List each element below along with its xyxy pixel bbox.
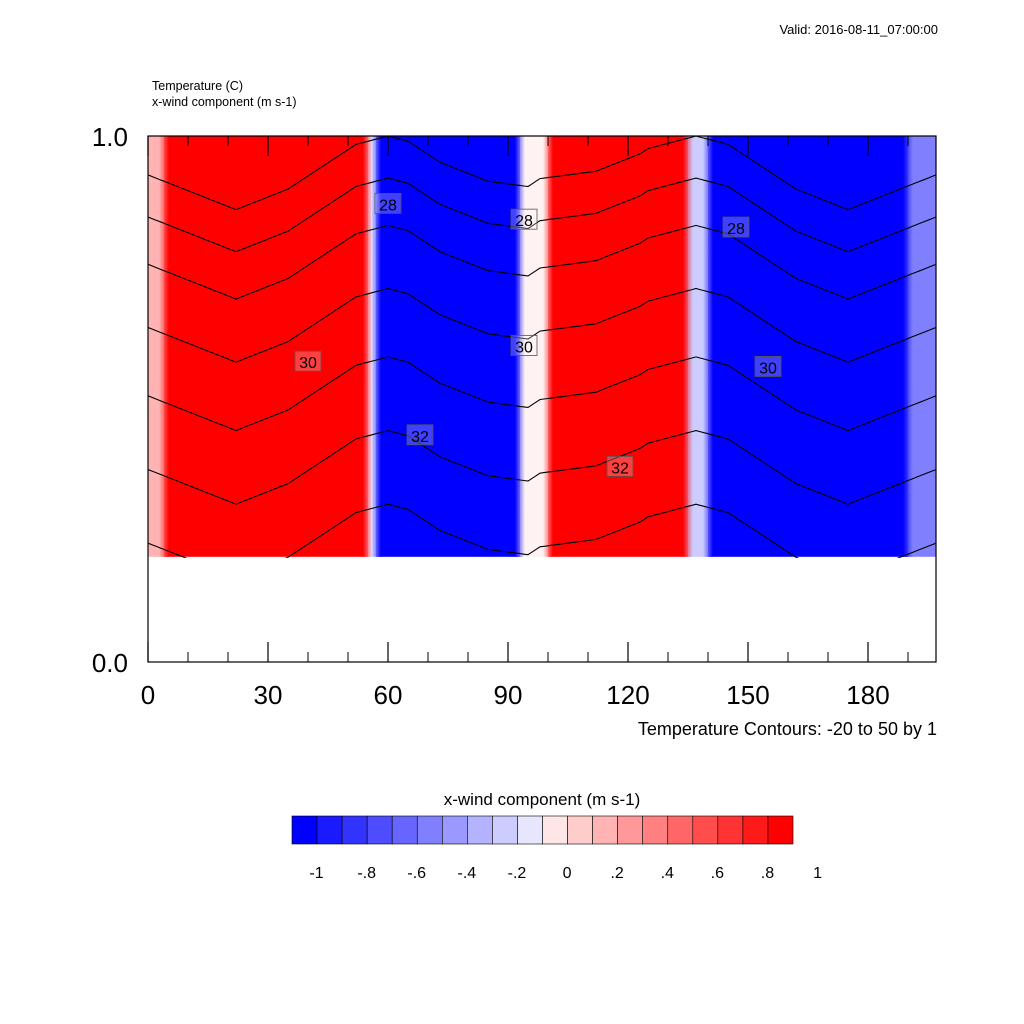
x-tick-label: 150 bbox=[726, 680, 769, 710]
contour-line-3 bbox=[148, 287, 936, 363]
x-tick-label: 0 bbox=[141, 680, 155, 710]
contour-line-4 bbox=[148, 356, 936, 432]
contour-line-7 bbox=[148, 578, 936, 652]
x-tick-label: 120 bbox=[606, 680, 649, 710]
colorbar-swatch bbox=[667, 815, 694, 845]
wind-band-3 bbox=[376, 136, 521, 557]
colorbar-label: .6 bbox=[711, 865, 724, 882]
colorbar-swatch bbox=[692, 815, 719, 845]
x-tick-label: 30 bbox=[254, 680, 283, 710]
x-tick-label: 90 bbox=[494, 680, 523, 710]
colorbar-label: .4 bbox=[661, 865, 674, 882]
contour-label-box bbox=[294, 350, 322, 372]
contour-info: Temperature Contours: -20 to 50 by 1 bbox=[637, 719, 937, 739]
colorbar-title: x-wind component (m s-1) bbox=[443, 790, 641, 809]
colorbar-label: .2 bbox=[610, 865, 623, 882]
colorbar-label: 0 bbox=[563, 865, 572, 882]
contour-line-5 bbox=[148, 430, 936, 505]
band-fringe-6 bbox=[703, 136, 713, 557]
colorbar-label: -.4 bbox=[458, 865, 477, 882]
colorbar-swatch bbox=[316, 815, 343, 845]
colorbar-swatch bbox=[592, 815, 618, 845]
contour-label: 30 bbox=[759, 360, 777, 377]
colorbar-swatch bbox=[542, 815, 568, 845]
axis-ticks: 0 30 60 90 120 150 180 0.0 1.0 bbox=[92, 122, 909, 710]
band-fringe-0 bbox=[159, 136, 169, 557]
contour-label-box bbox=[722, 216, 750, 238]
wind-shading bbox=[148, 136, 936, 557]
y-tick-label: 0.0 bbox=[92, 648, 128, 678]
colorbar-swatch bbox=[617, 815, 644, 845]
contour-line-0 bbox=[148, 136, 936, 211]
field-title-temperature: Temperature (C) bbox=[152, 79, 243, 93]
field-title-xwind: x-wind component (m s-1) bbox=[152, 95, 297, 109]
colorbar-swatch bbox=[416, 815, 443, 845]
colorbar-label: -.8 bbox=[357, 865, 376, 882]
band-fringe-5 bbox=[683, 136, 693, 557]
contour-label-box bbox=[754, 356, 782, 377]
band-fringe-7 bbox=[903, 136, 913, 557]
colorbar-swatch bbox=[517, 815, 543, 845]
colorbar-swatch bbox=[492, 815, 518, 845]
contour-label: 28 bbox=[379, 197, 397, 214]
colorbar-swatch bbox=[742, 815, 769, 845]
colorbar-swatch bbox=[717, 815, 744, 845]
contour-label: 28 bbox=[727, 221, 745, 238]
wind-band-1 bbox=[164, 136, 369, 557]
contour-line-1 bbox=[148, 177, 936, 253]
colorbar-label: -.2 bbox=[508, 865, 527, 882]
wind-band-5 bbox=[548, 136, 689, 557]
colorbar-swatch bbox=[391, 815, 418, 845]
x-tick-label: 60 bbox=[374, 680, 403, 710]
contour-label-box bbox=[406, 424, 434, 446]
colorbar-swatch bbox=[567, 815, 593, 845]
plot-frame bbox=[147, 135, 937, 663]
contour-label-box bbox=[606, 455, 634, 477]
colorbar-swatch bbox=[341, 815, 368, 845]
colorbar: -1 -.8 -.6 -.4 -.2 0 .2 .4 .6 .8 1 bbox=[291, 815, 822, 882]
colorbar-label: 1 bbox=[813, 865, 822, 882]
colorbar-swatch bbox=[291, 815, 318, 845]
contour-label-box bbox=[374, 192, 402, 214]
colorbar-label: -.6 bbox=[407, 865, 426, 882]
contour-label: 28 bbox=[515, 213, 533, 230]
valid-time: Valid: 2016-08-11_07:00:00 bbox=[779, 22, 938, 37]
colorbar-label: .8 bbox=[761, 865, 774, 882]
band-fringe-4 bbox=[543, 136, 553, 557]
band-fringe-3 bbox=[515, 136, 525, 557]
contour-label: 32 bbox=[411, 429, 429, 446]
colorbar-swatch bbox=[642, 815, 669, 845]
colorbar-swatch bbox=[366, 815, 393, 845]
colorbar-swatch bbox=[441, 815, 468, 845]
temperature-contours bbox=[148, 136, 936, 652]
contour-label-box bbox=[510, 208, 538, 230]
contour-label: 30 bbox=[515, 339, 533, 356]
colorbar-label: -1 bbox=[309, 865, 323, 882]
colorbar-swatch bbox=[767, 815, 794, 845]
y-tick-label: 1.0 bbox=[92, 122, 128, 152]
contour-label: 30 bbox=[299, 355, 317, 372]
band-fringe-1 bbox=[363, 136, 373, 557]
colorbar-swatch bbox=[467, 815, 493, 845]
contour-label-box bbox=[510, 334, 538, 356]
contour-labels: 28 28 28 30 30 30 32 32 bbox=[294, 192, 782, 477]
contour-line-2 bbox=[148, 224, 936, 300]
contour-line-6 bbox=[148, 503, 936, 558]
contour-label: 32 bbox=[611, 460, 629, 477]
x-tick-label: 180 bbox=[846, 680, 889, 710]
band-fringe-2 bbox=[371, 136, 381, 557]
